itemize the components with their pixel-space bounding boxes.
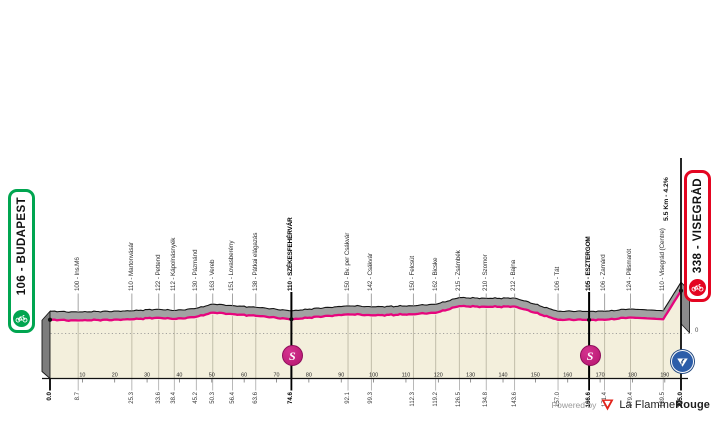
final-climb-annotation: 5.5 Km - 4.2% <box>663 177 670 221</box>
profile-ribbon <box>50 282 681 321</box>
brand-text: La FlammeRouge <box>619 399 710 411</box>
start-badge-label: 106 - BUDAPEST <box>15 197 28 296</box>
axis-tick-label: 60 <box>241 373 247 379</box>
profile-outline <box>49 282 682 313</box>
start-bicycle-icon <box>13 310 30 327</box>
axis-tick-label: 40 <box>176 373 182 379</box>
axis-tick-label: 30 <box>144 373 150 379</box>
left-end-wall <box>41 310 51 380</box>
axis-tick-label: 20 <box>112 373 118 379</box>
axis-tick-label: 170 <box>596 373 605 379</box>
axis-tick-label: 80 <box>306 373 312 379</box>
route-point-dot <box>678 288 684 293</box>
finish-badge: 338 - VISEGRÁD <box>684 170 711 302</box>
finish-bicycle-icon <box>689 279 706 296</box>
axis-tick-label: 140 <box>499 373 508 379</box>
axis-tick-label: 180 <box>628 373 637 379</box>
route-point-dot <box>289 317 294 322</box>
axis-tick-label: 50 <box>209 373 215 379</box>
axis-tick-label: 100 <box>369 373 378 379</box>
powered-by-footer: Powered by La FlammeRouge <box>551 399 710 411</box>
route-point-dot <box>587 317 592 322</box>
finish-badge-label: 338 - VISEGRÁD <box>691 178 704 274</box>
axis-tick-label: 10 <box>79 373 85 379</box>
start-badge: 106 - BUDAPEST <box>8 189 35 333</box>
axis-tick-label: 90 <box>338 373 344 379</box>
axis-tick-label: 70 <box>274 373 280 379</box>
axis-tick-label: 150 <box>531 373 540 379</box>
axis-tick-label: 190 <box>660 373 669 379</box>
axis-tick-label: 120 <box>434 373 443 379</box>
laflammerouge-logo-icon <box>601 399 614 411</box>
elevation-zero-label: 0 <box>695 328 699 334</box>
route-line <box>49 290 682 322</box>
route-point-dot <box>47 317 53 322</box>
axis-tick-label: 110 <box>402 373 411 379</box>
profile-pedestal <box>50 290 681 379</box>
axis-tick-label: 130 <box>466 373 475 379</box>
axis-tick-label: 160 <box>563 373 572 379</box>
powered-by-text: Powered by <box>551 400 597 410</box>
